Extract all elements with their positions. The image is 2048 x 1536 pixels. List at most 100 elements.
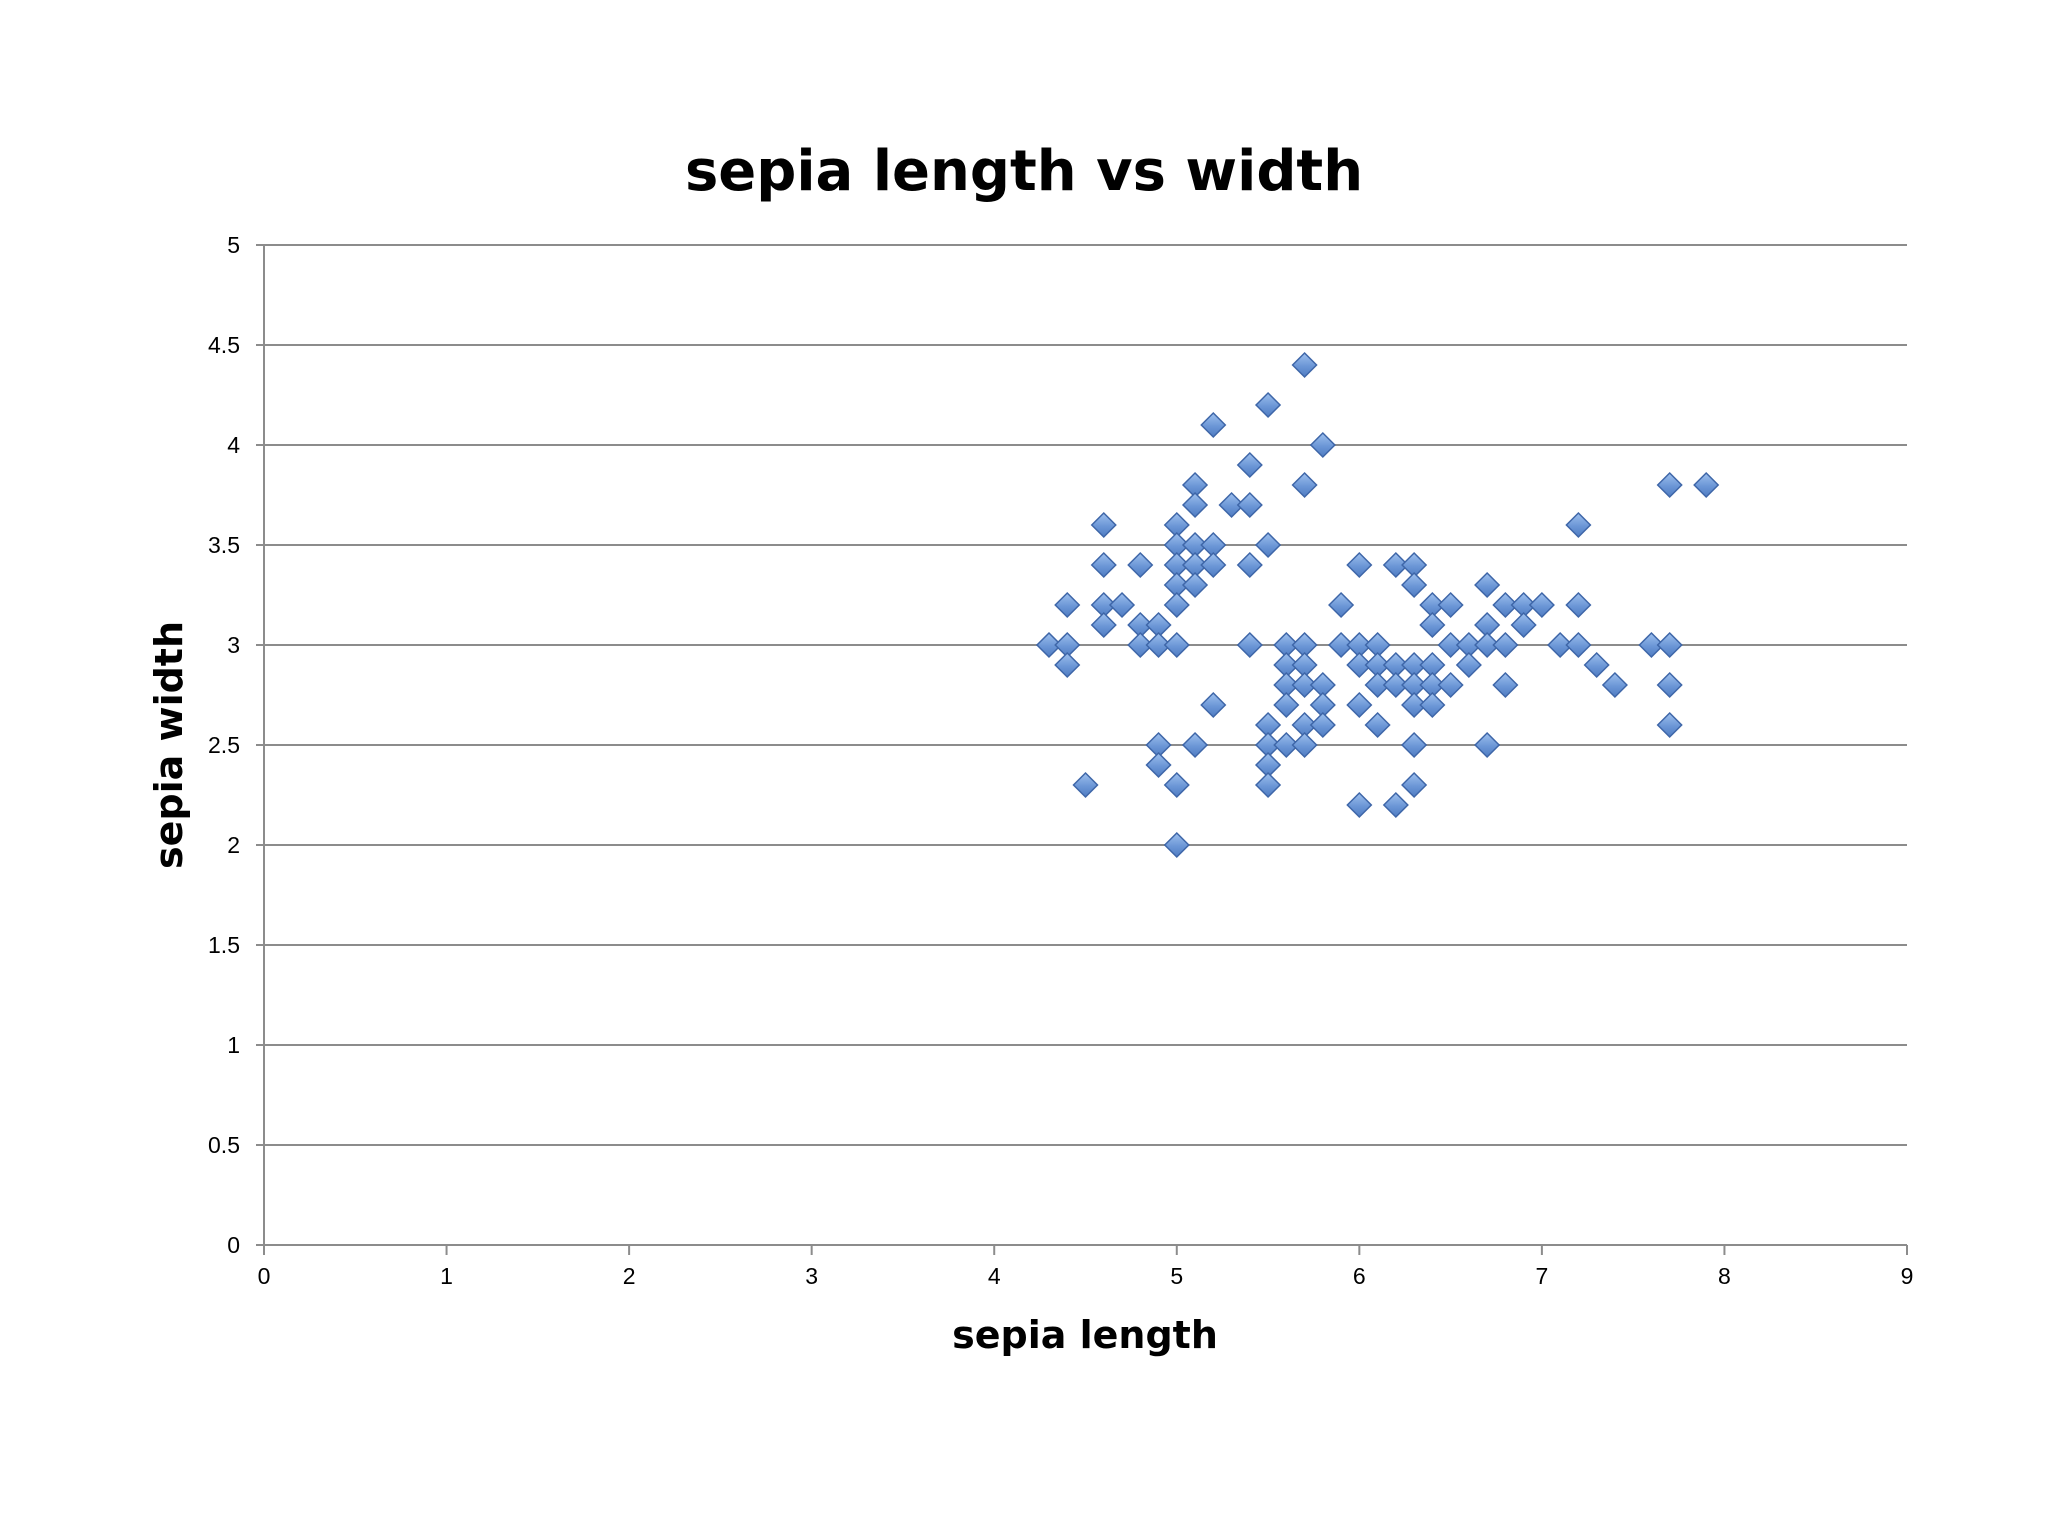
data-point bbox=[1309, 431, 1336, 459]
x-tick-label: 7 bbox=[1535, 1263, 1548, 1289]
data-point bbox=[1328, 591, 1355, 619]
data-point bbox=[1401, 771, 1428, 799]
y-tick-label: 2 bbox=[227, 832, 240, 858]
data-point bbox=[1437, 671, 1464, 699]
data-point bbox=[1346, 791, 1373, 819]
data-point bbox=[1565, 591, 1592, 619]
x-tick-label: 8 bbox=[1718, 1263, 1731, 1289]
data-point bbox=[1035, 631, 1063, 659]
data-point bbox=[1583, 651, 1610, 679]
y-tick-label: 1 bbox=[227, 1032, 240, 1058]
data-point bbox=[1273, 731, 1300, 759]
y-tick-label: 0 bbox=[227, 1232, 240, 1258]
data-point bbox=[1127, 551, 1154, 579]
data-point bbox=[1254, 391, 1282, 419]
data-point bbox=[1090, 551, 1117, 579]
y-tick-label: 3.5 bbox=[208, 532, 240, 558]
data-point bbox=[1108, 591, 1136, 619]
data-point bbox=[1346, 551, 1373, 579]
x-tick-label: 1 bbox=[440, 1263, 453, 1289]
data-point bbox=[1547, 631, 1574, 659]
data-point bbox=[1656, 471, 1683, 499]
data-point bbox=[1474, 731, 1501, 759]
data-point bbox=[1382, 551, 1409, 579]
data-point bbox=[1401, 731, 1428, 759]
data-point bbox=[1236, 451, 1263, 479]
data-point bbox=[1254, 771, 1282, 799]
data-point bbox=[1236, 631, 1263, 659]
data-point bbox=[1181, 491, 1209, 519]
data-point bbox=[1455, 651, 1482, 679]
y-tick-label: 3 bbox=[227, 632, 240, 658]
x-tick-label: 4 bbox=[988, 1263, 1001, 1289]
chart-title: sepia length vs width bbox=[685, 139, 1363, 204]
data-point bbox=[1054, 651, 1081, 679]
y-tick-label: 2.5 bbox=[208, 732, 240, 758]
x-tick-label: 6 bbox=[1353, 1263, 1366, 1289]
data-point bbox=[1528, 591, 1555, 619]
data-point bbox=[1492, 591, 1519, 619]
data-point bbox=[1054, 591, 1081, 619]
data-point bbox=[1474, 631, 1501, 659]
x-tick-labels: 0 1 2 3 4 5 6 7 8 9 bbox=[258, 1263, 1914, 1289]
data-point bbox=[1601, 671, 1628, 699]
data-point bbox=[1364, 671, 1391, 699]
data-point bbox=[1181, 571, 1209, 599]
data-point bbox=[1163, 771, 1190, 799]
x-axis-title: sepia length bbox=[952, 1313, 1218, 1357]
data-point bbox=[1364, 711, 1391, 739]
data-point bbox=[1254, 531, 1282, 559]
data-point bbox=[1291, 671, 1318, 699]
data-point bbox=[1072, 771, 1099, 799]
data-point bbox=[1382, 671, 1409, 699]
data-point bbox=[1346, 651, 1373, 679]
data-point bbox=[1200, 691, 1227, 719]
data-point bbox=[1163, 591, 1190, 619]
data-point bbox=[1309, 711, 1336, 739]
x-tick-label: 2 bbox=[623, 1263, 636, 1289]
data-point bbox=[1419, 691, 1446, 719]
data-point bbox=[1163, 831, 1190, 859]
data-point bbox=[1419, 611, 1446, 639]
data-point bbox=[1656, 711, 1683, 739]
data-point bbox=[1638, 631, 1665, 659]
data-point bbox=[1163, 631, 1190, 659]
data-point bbox=[1437, 591, 1464, 619]
data-point bbox=[1565, 511, 1592, 539]
y-tick-label: 4.5 bbox=[208, 332, 240, 358]
data-point bbox=[1291, 471, 1318, 499]
data-point bbox=[1090, 611, 1117, 639]
y-tick-label: 4 bbox=[227, 432, 240, 458]
y-tick-label: 0.5 bbox=[208, 1132, 240, 1158]
data-point bbox=[1127, 631, 1154, 659]
x-tick-label: 5 bbox=[1170, 1263, 1183, 1289]
data-point bbox=[1346, 691, 1373, 719]
data-point bbox=[1510, 611, 1537, 639]
data-point bbox=[1200, 551, 1227, 579]
data-point bbox=[1656, 671, 1683, 699]
data-point bbox=[1693, 471, 1720, 499]
data-point bbox=[1273, 691, 1300, 719]
axes bbox=[256, 244, 1908, 1255]
data-points bbox=[1035, 351, 1720, 859]
data-point bbox=[1145, 751, 1172, 779]
gridlines bbox=[264, 244, 1907, 1146]
data-point bbox=[1328, 631, 1355, 659]
y-axis-title: sepia width bbox=[147, 621, 191, 869]
y-tick-labels: 0 0.5 1 1.5 2 2.5 3 3.5 4 4.5 5 bbox=[208, 232, 240, 1258]
data-point bbox=[1236, 491, 1263, 519]
data-point bbox=[1236, 551, 1263, 579]
data-point bbox=[1291, 731, 1318, 759]
data-point bbox=[1565, 631, 1592, 659]
data-point bbox=[1090, 511, 1117, 539]
data-point bbox=[1218, 491, 1245, 519]
y-tick-label: 5 bbox=[227, 232, 240, 258]
data-point bbox=[1492, 671, 1519, 699]
data-point bbox=[1492, 631, 1519, 659]
data-point bbox=[1291, 351, 1318, 379]
data-point bbox=[1145, 631, 1172, 659]
data-point bbox=[1656, 631, 1683, 659]
y-tick-label: 1.5 bbox=[208, 932, 240, 958]
x-tick-label: 9 bbox=[1901, 1263, 1914, 1289]
